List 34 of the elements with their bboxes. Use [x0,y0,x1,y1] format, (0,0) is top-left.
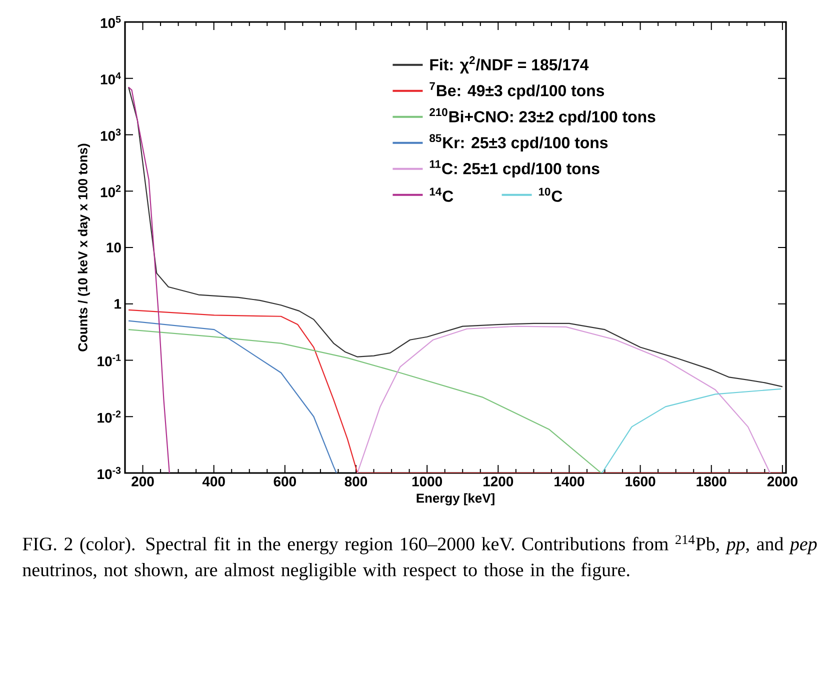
line-series [128,329,602,473]
x-tick-label: 1200 [484,476,514,486]
y-tick-label: 10$^{-3}$ [98,466,121,480]
x-tick-label: 1400 [554,476,584,486]
line-series [356,326,771,473]
x-tick-label: 800 [344,476,368,486]
y-tick-label: 10$^{5}$ [100,16,121,28]
text: FIG. 2 (color). Spectral fit in the energy region 160–2000 keV. Contributions from $^{214}$Pb, pp, and pep neutrinos, not shown, are almost negligible with respect to those in the figure. [22,535,817,580]
x-tick-label: 2000 [767,476,798,486]
y-tick-label: 10$^{3}$ [100,128,121,141]
x-tick-label: 1600 [626,476,656,486]
legend-label: $^{85}$Kr: 25±3 cpd/100 tons [430,134,608,152]
line-series [128,86,170,473]
x-axis-title: Energy [keV] [416,493,494,506]
y-tick-label: 10$^{-2}$ [98,410,121,423]
line-series [128,320,337,473]
y-tick-label: 10$^{-1}$ [98,354,121,366]
x-tick-label: 1000 [412,476,442,486]
legend-label: $^{210}$Bi+CNO: 23±2 cpd/100 tons [430,108,656,126]
legend-label: $^{7}$Be: 49±3 cpd/100 tons [430,82,604,100]
x-tick-label: 1800 [696,476,726,486]
y-tick-label: 10$^{2}$ [100,185,121,198]
y-tick-label: 10$^{4}$ [100,72,121,84]
x-tick-label: 400 [202,476,225,486]
legend-label: Fit: χ$^{2}$/NDF = 185/174 [430,56,589,74]
x-tick-label: 600 [274,476,296,486]
x-tick-label: 200 [132,476,154,486]
legend-label: $^{14}$C [430,188,454,202]
y-tick-label: 1 [114,299,122,309]
legend-label: $^{11}$C: 25±1 cpd/100 tons [430,160,600,178]
line-series [601,388,782,473]
y-axis-title: Counts / (10 keV x day x 100 tons) [78,144,90,352]
y-tick-label: 10 [106,242,121,252]
legend-label: $^{10}$C [538,188,562,202]
